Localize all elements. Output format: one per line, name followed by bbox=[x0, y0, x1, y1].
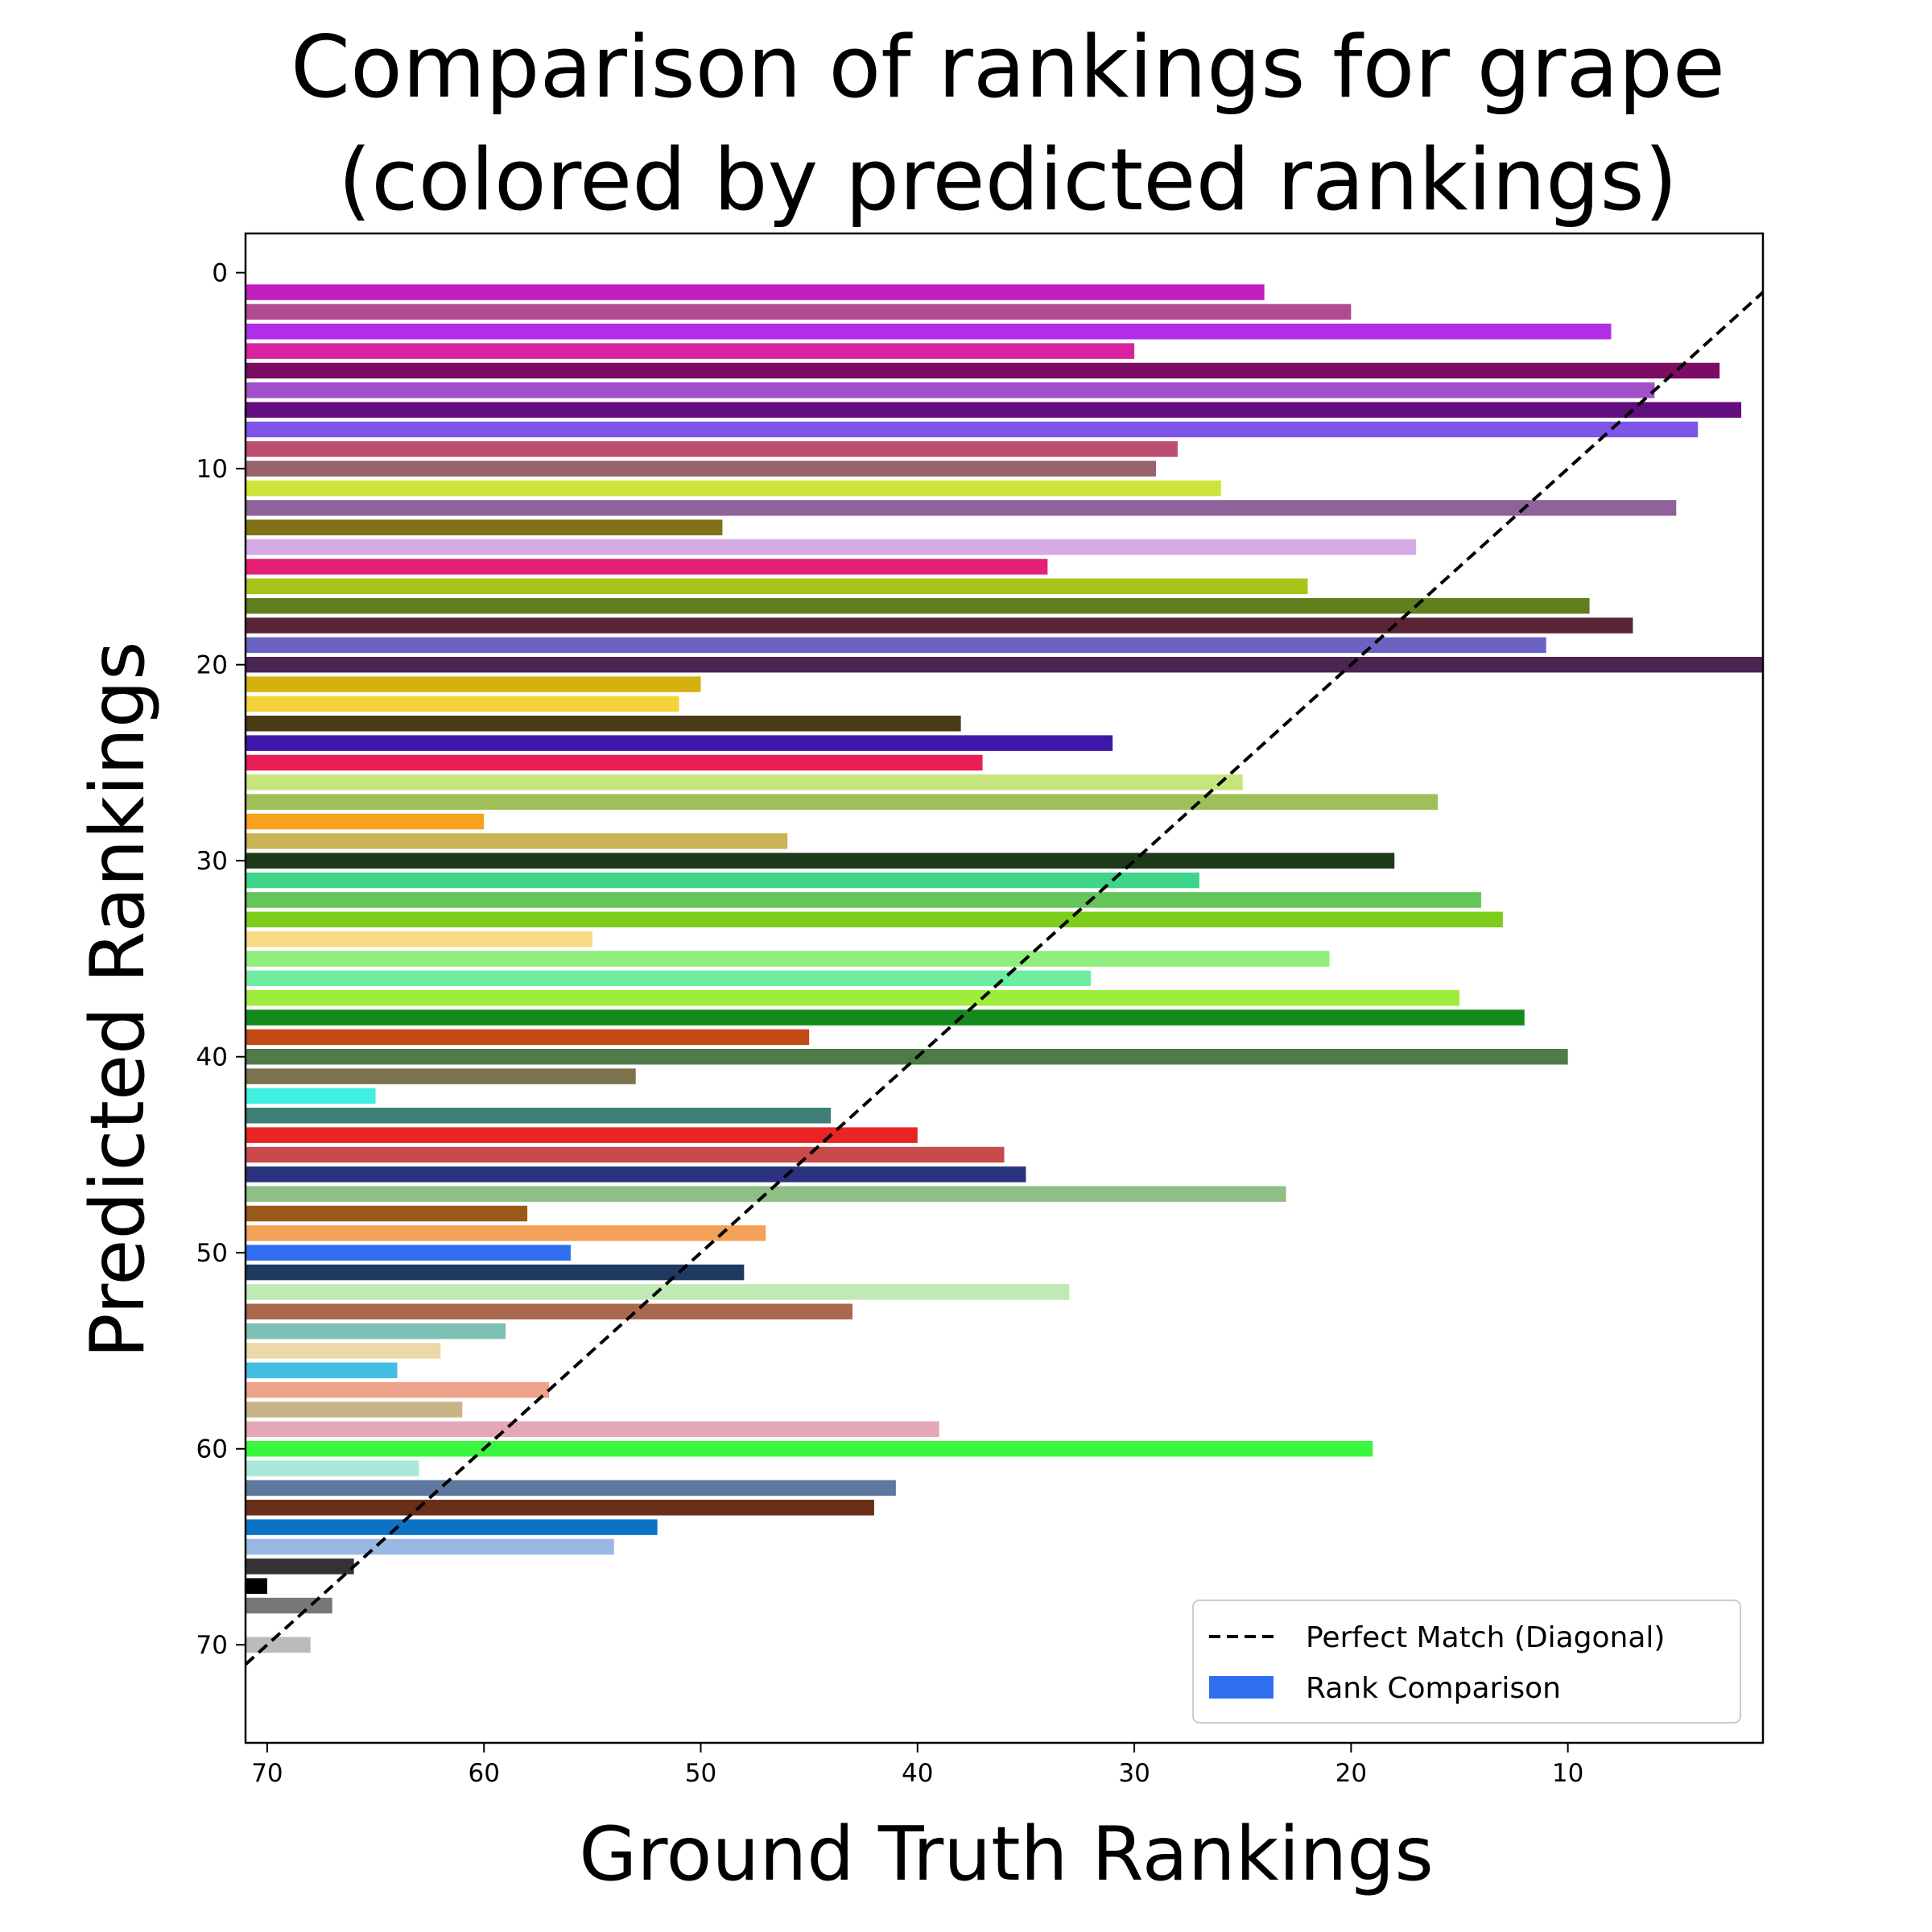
bar-predicted-24 bbox=[246, 735, 1113, 751]
bar-predicted-34 bbox=[246, 931, 592, 947]
bar-predicted-57 bbox=[246, 1381, 549, 1398]
bar-predicted-44 bbox=[246, 1127, 918, 1143]
bar-predicted-18 bbox=[246, 617, 1633, 634]
y-tick-label: 20 bbox=[196, 651, 228, 680]
chart-title-line-2: (colored by predicted rankings) bbox=[338, 130, 1678, 229]
bar-predicted-43 bbox=[246, 1108, 832, 1124]
bar-predicted-3 bbox=[246, 324, 1612, 340]
y-axis-label: Predicted Rankings bbox=[74, 642, 161, 1359]
x-tick-label: 10 bbox=[1552, 1759, 1583, 1788]
y-tick-label: 30 bbox=[196, 847, 228, 876]
x-tick-label: 40 bbox=[902, 1759, 933, 1788]
bar-predicted-65 bbox=[246, 1538, 614, 1555]
legend: Perfect Match (Diagonal) Rank Comparison bbox=[1192, 1600, 1741, 1724]
bar-predicted-40 bbox=[246, 1048, 1568, 1065]
y-tick-label: 10 bbox=[196, 455, 228, 484]
bar-predicted-5 bbox=[246, 362, 1720, 379]
bar-predicted-8 bbox=[246, 421, 1699, 438]
bar-predicted-12 bbox=[246, 500, 1677, 516]
bar-predicted-70 bbox=[246, 1637, 311, 1653]
bar-predicted-19 bbox=[246, 637, 1546, 654]
chart-title-line-1: Comparison of rankings for grape bbox=[291, 18, 1725, 117]
bar-predicted-27 bbox=[246, 794, 1439, 810]
y-axis-ticks: 0 10 20 30 40 50 60 70 bbox=[196, 259, 246, 1660]
x-tick-label: 60 bbox=[468, 1759, 499, 1788]
bar-predicted-30 bbox=[246, 852, 1395, 869]
bar-predicted-20 bbox=[246, 656, 1763, 673]
x-axis-label: Ground Truth Rankings bbox=[579, 1810, 1434, 1897]
bars-layer bbox=[246, 284, 1763, 1653]
legend-bars-swatch bbox=[1209, 1676, 1274, 1699]
x-tick-label: 20 bbox=[1335, 1759, 1367, 1788]
bar-predicted-38 bbox=[246, 1009, 1525, 1026]
bar-predicted-42 bbox=[246, 1088, 376, 1104]
bar-predicted-48 bbox=[246, 1205, 528, 1222]
bar-predicted-28 bbox=[246, 813, 485, 830]
bar-predicted-22 bbox=[246, 696, 679, 712]
bar-predicted-66 bbox=[246, 1558, 354, 1575]
x-tick-label: 50 bbox=[685, 1759, 716, 1788]
y-tick-label: 40 bbox=[196, 1043, 228, 1072]
bar-predicted-54 bbox=[246, 1323, 506, 1340]
bar-predicted-13 bbox=[246, 519, 723, 535]
bar-predicted-41 bbox=[246, 1068, 636, 1084]
bar-predicted-53 bbox=[246, 1303, 852, 1320]
bar-predicted-51 bbox=[246, 1264, 745, 1281]
bar-predicted-59 bbox=[246, 1421, 939, 1438]
legend-bars-label: Rank Comparison bbox=[1306, 1672, 1561, 1705]
x-axis-ticks: 70 60 50 40 30 20 10 bbox=[251, 1743, 1583, 1788]
bar-predicted-33 bbox=[246, 911, 1503, 928]
bar-predicted-35 bbox=[246, 951, 1330, 967]
bar-predicted-50 bbox=[246, 1245, 571, 1261]
bar-predicted-31 bbox=[246, 872, 1199, 889]
bar-predicted-29 bbox=[246, 833, 788, 849]
bar-predicted-17 bbox=[246, 597, 1590, 614]
x-tick-label: 70 bbox=[251, 1759, 283, 1788]
bar-predicted-7 bbox=[246, 402, 1742, 418]
bar-predicted-23 bbox=[246, 716, 961, 732]
bar-predicted-60 bbox=[246, 1441, 1373, 1457]
x-tick-label: 30 bbox=[1118, 1759, 1150, 1788]
bar-predicted-25 bbox=[246, 754, 983, 771]
bar-predicted-62 bbox=[246, 1480, 896, 1496]
legend-diagonal-label: Perfect Match (Diagonal) bbox=[1306, 1621, 1665, 1654]
bar-predicted-9 bbox=[246, 441, 1178, 457]
bar-predicted-64 bbox=[246, 1519, 658, 1535]
bar-predicted-55 bbox=[246, 1343, 441, 1359]
plot-area-frame bbox=[244, 232, 1765, 1744]
y-tick-label: 60 bbox=[196, 1435, 228, 1464]
bar-predicted-39 bbox=[246, 1029, 810, 1046]
bar-predicted-21 bbox=[246, 676, 701, 692]
bar-predicted-14 bbox=[246, 539, 1417, 555]
bar-predicted-58 bbox=[246, 1402, 463, 1418]
bar-predicted-11 bbox=[246, 480, 1221, 497]
perfect-match-diagonal bbox=[246, 290, 1763, 1666]
bar-predicted-46 bbox=[246, 1166, 1026, 1183]
bar-predicted-10 bbox=[246, 460, 1156, 477]
bar-predicted-68 bbox=[246, 1597, 332, 1614]
bar-predicted-36 bbox=[246, 970, 1092, 987]
y-tick-label: 50 bbox=[196, 1239, 228, 1268]
bar-predicted-6 bbox=[246, 382, 1655, 398]
bar-predicted-1 bbox=[246, 284, 1265, 300]
bar-predicted-15 bbox=[246, 559, 1048, 575]
bar-predicted-63 bbox=[246, 1500, 874, 1516]
y-tick-label: 70 bbox=[196, 1631, 228, 1660]
bar-predicted-32 bbox=[246, 892, 1481, 908]
bar-predicted-26 bbox=[246, 774, 1243, 791]
bar-predicted-45 bbox=[246, 1146, 1005, 1163]
diagonal-layer bbox=[246, 290, 1763, 1666]
bar-predicted-4 bbox=[246, 343, 1135, 359]
bar-predicted-2 bbox=[246, 303, 1352, 320]
bar-predicted-67 bbox=[246, 1578, 267, 1594]
bar-predicted-16 bbox=[246, 578, 1308, 595]
legend-frame bbox=[1192, 1600, 1741, 1724]
y-tick-label: 0 bbox=[212, 259, 228, 288]
bar-predicted-49 bbox=[246, 1225, 766, 1241]
bar-predicted-56 bbox=[246, 1362, 398, 1379]
bar-predicted-61 bbox=[246, 1460, 419, 1476]
bar-predicted-37 bbox=[246, 989, 1459, 1006]
